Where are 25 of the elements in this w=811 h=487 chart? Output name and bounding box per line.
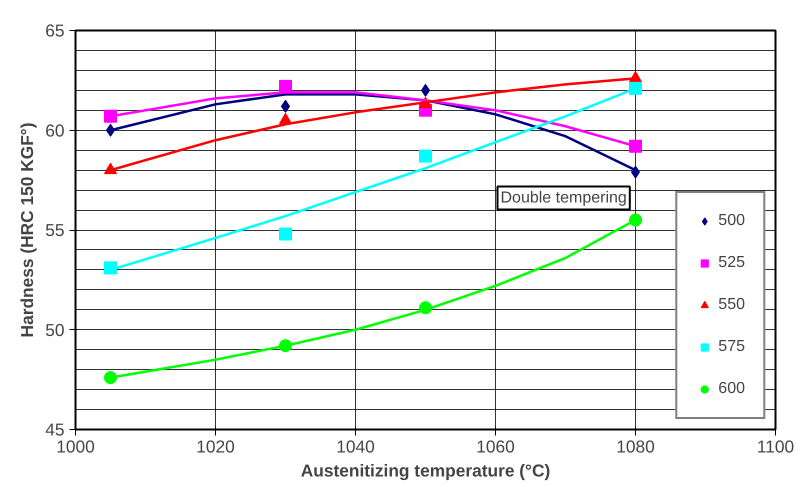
point	[629, 140, 642, 153]
annotation: Double tempering	[500, 190, 627, 206]
legend-label: 575	[718, 338, 745, 356]
legend-label: 500	[718, 212, 745, 230]
x-axis-title: Austenitizing temperature (°C)	[300, 460, 550, 480]
x-tick-label: 1080	[616, 436, 655, 456]
x-tick-label: 1100	[756, 436, 794, 456]
point	[419, 150, 432, 163]
y-tick-label: 50	[45, 320, 65, 340]
y-tick-label: 60	[45, 120, 65, 140]
point	[104, 110, 117, 123]
legend-label: 600	[718, 380, 745, 398]
y-tick-label: 55	[45, 220, 65, 240]
legend-label: 525	[718, 254, 745, 272]
x-tick-label: 1060	[476, 436, 515, 456]
x-tick-label: 1020	[196, 436, 235, 456]
point	[104, 261, 117, 274]
x-tick-label: 1040	[336, 436, 375, 456]
point	[629, 82, 642, 95]
y-tick-label: 45	[45, 420, 65, 440]
y-axis-title: Hardness (HRC 150 KGF°)	[17, 122, 38, 338]
x-tick-label: 1000	[56, 436, 95, 456]
y-tick-label: 65	[45, 20, 65, 40]
point	[279, 227, 292, 240]
legend-label: 550	[718, 296, 745, 314]
